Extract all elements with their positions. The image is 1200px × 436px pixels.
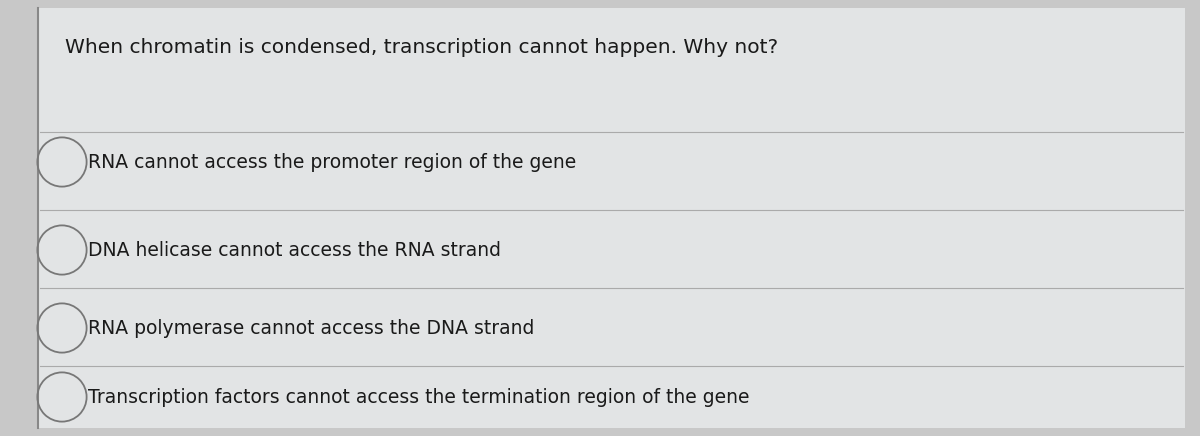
Text: RNA polymerase cannot access the DNA strand: RNA polymerase cannot access the DNA str… <box>88 319 534 337</box>
Point <box>53 246 72 253</box>
Text: Transcription factors cannot access the termination region of the gene: Transcription factors cannot access the … <box>88 388 750 406</box>
Text: When chromatin is condensed, transcription cannot happen. Why not?: When chromatin is condensed, transcripti… <box>65 38 778 57</box>
Point <box>53 324 72 331</box>
Point <box>53 394 72 401</box>
Point <box>53 159 72 166</box>
Text: RNA cannot access the promoter region of the gene: RNA cannot access the promoter region of… <box>88 153 576 171</box>
Text: DNA helicase cannot access the RNA strand: DNA helicase cannot access the RNA stran… <box>88 241 502 259</box>
